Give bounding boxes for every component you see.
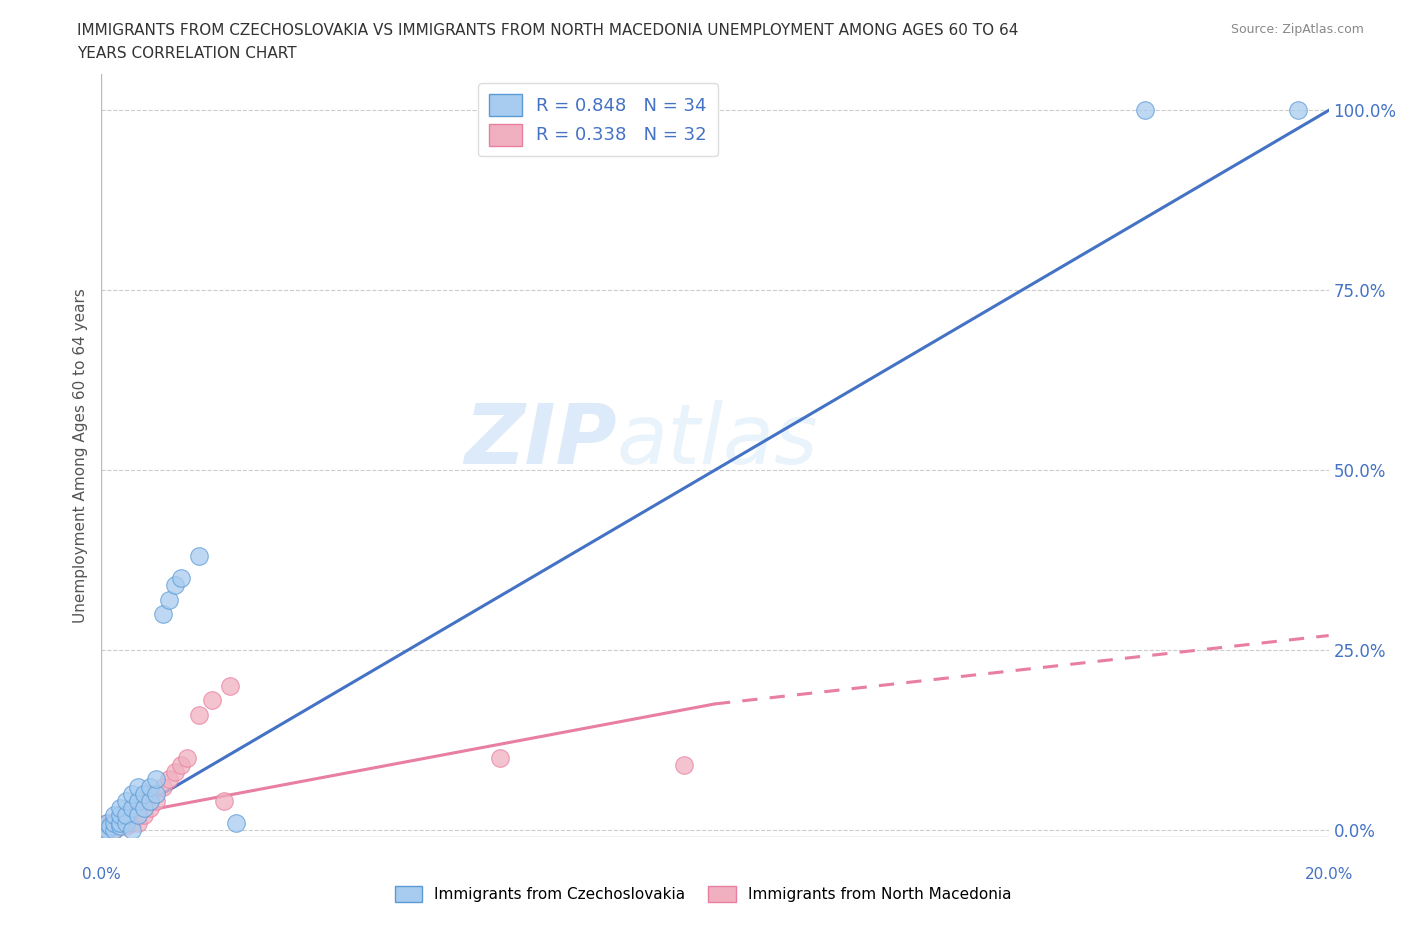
Legend: R = 0.848   N = 34, R = 0.338   N = 32: R = 0.848 N = 34, R = 0.338 N = 32 — [478, 84, 717, 156]
Point — [134, 801, 156, 816]
Point — [157, 772, 180, 787]
Point — [100, 818, 122, 833]
Point — [108, 801, 131, 816]
Point — [1133, 103, 1156, 118]
Point — [96, 822, 118, 837]
Legend: Immigrants from Czechoslovakia, Immigrants from North Macedonia: Immigrants from Czechoslovakia, Immigran… — [388, 880, 1018, 909]
Point — [103, 816, 125, 830]
Y-axis label: Unemployment Among Ages 60 to 64 years: Unemployment Among Ages 60 to 64 years — [73, 288, 89, 623]
Point — [1286, 103, 1309, 118]
Point — [139, 779, 162, 794]
Point — [127, 779, 149, 794]
Point — [108, 816, 131, 830]
Point — [145, 787, 167, 802]
Point — [127, 801, 149, 816]
Point — [170, 758, 193, 773]
Text: YEARS CORRELATION CHART: YEARS CORRELATION CHART — [77, 46, 297, 61]
Point — [157, 592, 180, 607]
Point — [103, 822, 125, 837]
Text: 0.0%: 0.0% — [82, 867, 121, 882]
Text: 20.0%: 20.0% — [1305, 867, 1353, 882]
Point — [114, 793, 136, 808]
Point — [103, 822, 125, 837]
Text: ZIP: ZIP — [464, 400, 617, 481]
Point — [108, 818, 131, 833]
Point — [108, 818, 131, 833]
Point — [103, 808, 125, 823]
Point — [673, 758, 696, 773]
Point — [121, 816, 143, 830]
Point — [176, 751, 198, 765]
Point — [96, 822, 118, 837]
Point — [201, 693, 224, 708]
Point — [163, 578, 186, 592]
Point — [100, 818, 122, 833]
Text: IMMIGRANTS FROM CZECHOSLOVAKIA VS IMMIGRANTS FROM NORTH MACEDONIA UNEMPLOYMENT A: IMMIGRANTS FROM CZECHOSLOVAKIA VS IMMIGR… — [77, 23, 1019, 38]
Point — [96, 816, 118, 830]
Text: atlas: atlas — [617, 400, 818, 481]
Point — [127, 816, 149, 830]
Point — [108, 808, 131, 823]
Point — [152, 606, 174, 621]
Point — [114, 808, 136, 823]
Point — [103, 816, 125, 830]
Point — [121, 801, 143, 816]
Point — [93, 822, 115, 837]
Point — [108, 816, 131, 830]
Point — [170, 571, 193, 586]
Point — [163, 764, 186, 779]
Point — [145, 793, 167, 808]
Point — [108, 808, 131, 823]
Point — [114, 808, 136, 823]
Point — [489, 751, 512, 765]
Text: Source: ZipAtlas.com: Source: ZipAtlas.com — [1230, 23, 1364, 36]
Point — [121, 801, 143, 816]
Point — [121, 787, 143, 802]
Point — [96, 816, 118, 830]
Point — [225, 816, 247, 830]
Point — [134, 808, 156, 823]
Point — [212, 793, 235, 808]
Point — [121, 822, 143, 837]
Point — [114, 816, 136, 830]
Point — [134, 793, 156, 808]
Point — [127, 808, 149, 823]
Point — [121, 808, 143, 823]
Point — [139, 787, 162, 802]
Point — [188, 707, 211, 722]
Point — [114, 818, 136, 833]
Point — [93, 822, 115, 837]
Point — [134, 787, 156, 802]
Point — [152, 779, 174, 794]
Point — [219, 679, 242, 694]
Point — [188, 549, 211, 564]
Point — [127, 793, 149, 808]
Point — [139, 801, 162, 816]
Point — [145, 772, 167, 787]
Point — [139, 793, 162, 808]
